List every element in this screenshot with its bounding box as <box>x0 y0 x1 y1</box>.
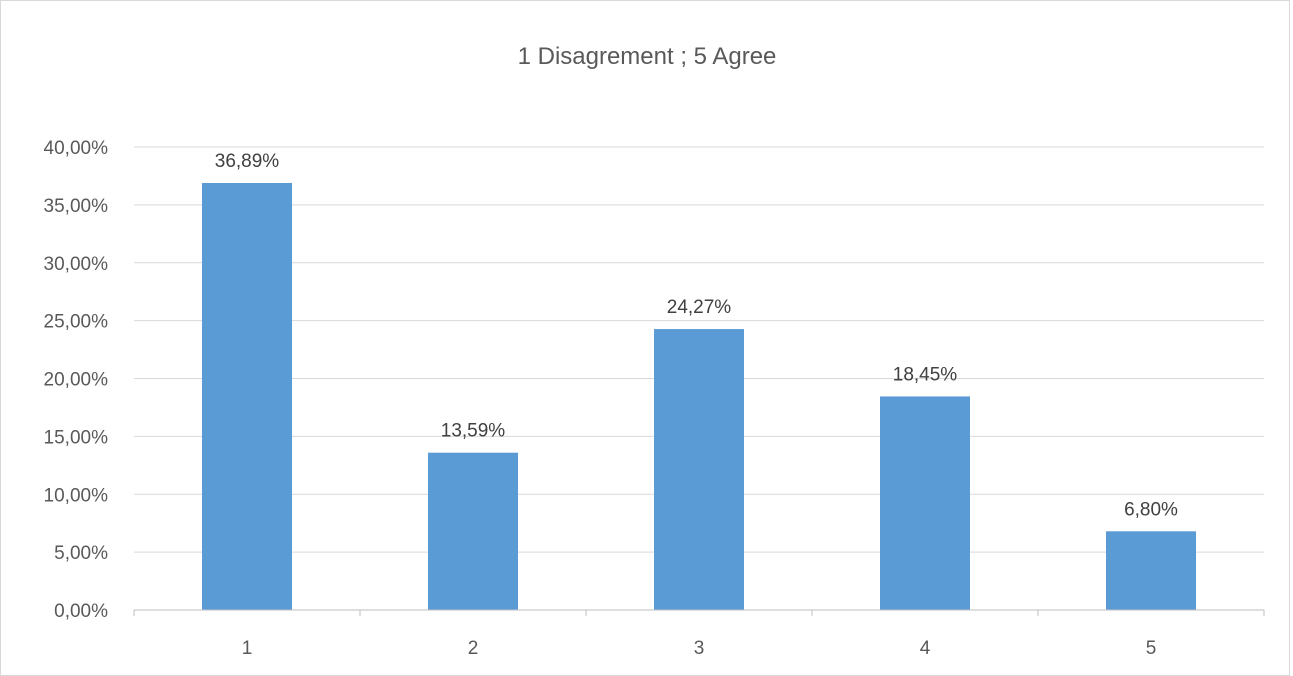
y-tick-label: 10,00% <box>44 485 109 506</box>
x-tick-label: 3 <box>694 638 705 659</box>
y-tick-label: 0,00% <box>54 601 108 622</box>
y-tick-label: 30,00% <box>44 254 109 275</box>
bar <box>428 452 518 610</box>
data-label: 13,59% <box>441 421 506 442</box>
data-label: 36,89% <box>215 151 280 172</box>
bar <box>654 329 744 610</box>
bar <box>202 182 292 611</box>
x-tick-label: 5 <box>1146 638 1157 659</box>
y-tick-label: 25,00% <box>44 312 109 333</box>
chart-title: 1 Disagrement ; 5 Agree <box>518 43 777 70</box>
y-tick-label: 20,00% <box>44 370 109 391</box>
x-tick-label: 1 <box>242 638 253 659</box>
x-axis: 1 2 3 4 5 <box>133 609 1265 659</box>
y-tick-label: 40,00% <box>44 138 109 159</box>
data-label: 6,80% <box>1124 499 1178 520</box>
x-tick-label: 4 <box>920 638 931 659</box>
x-tick-label: 2 <box>468 638 479 659</box>
y-axis-ticks: 0,00% 5,00% 10,00% 15,00% 20,00% 25,00% 30,00%… <box>44 138 109 622</box>
y-tick-label: 5,00% <box>54 543 108 564</box>
data-label: 18,45% <box>893 364 958 385</box>
y-tick-label: 15,00% <box>44 427 109 448</box>
y-tick-label: 35,00% <box>44 196 109 217</box>
bar <box>880 396 970 610</box>
data-label: 24,27% <box>667 297 732 318</box>
data-labels: 36,89% 13,59% 24,27% 18,45% 6,80% <box>215 151 1178 520</box>
bar <box>1106 531 1196 610</box>
bars <box>202 182 1196 611</box>
